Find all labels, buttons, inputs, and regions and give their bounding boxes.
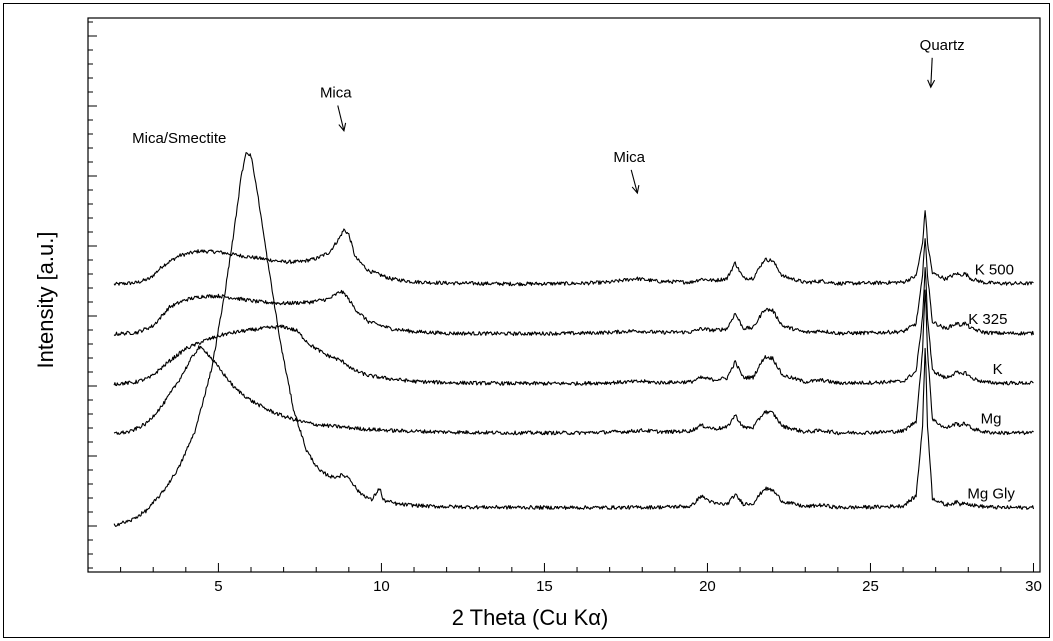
annotation-label: Mica xyxy=(613,149,645,166)
x-tick-label: 20 xyxy=(699,578,716,595)
x-tick-label: 15 xyxy=(536,578,553,595)
series-group: K 500 K 325 K Mg Mg Gly xyxy=(113,152,1035,527)
series-label: K 500 xyxy=(975,261,1014,278)
series-label: Mg xyxy=(981,411,1002,428)
x-axis-title: 2 Theta (Cu Kα) xyxy=(452,605,609,630)
series-line xyxy=(113,266,1034,387)
annotations: Mica/Smectite Mica Mica Quartz xyxy=(132,37,965,195)
annotation-arrowhead xyxy=(338,122,347,132)
annotation-label: Mica/Smectite xyxy=(132,130,226,147)
annotation-arrow xyxy=(630,169,638,194)
x-axis-ticks: 5 10 15 20 25 30 xyxy=(87,563,1042,595)
series-line xyxy=(113,289,1034,436)
y-axis-title: Intensity [a.u.] xyxy=(33,232,58,369)
x-tick-label: 10 xyxy=(373,578,390,595)
x-tick-label: 25 xyxy=(862,578,879,595)
series-line xyxy=(113,152,1035,527)
figure-frame xyxy=(3,3,1050,638)
series-line xyxy=(113,238,1035,337)
series-label: K 325 xyxy=(968,311,1007,328)
plot-area xyxy=(87,17,1041,573)
annotation-arrow xyxy=(930,57,933,88)
annotation-label: Mica xyxy=(320,85,352,102)
annotation-label: Quartz xyxy=(920,37,965,54)
annotation-arrowhead xyxy=(631,185,640,195)
series-label: Mg Gly xyxy=(967,485,1015,502)
annotation-arrowhead xyxy=(927,79,936,89)
x-tick-label: 30 xyxy=(1025,578,1042,595)
y-axis-ticks xyxy=(88,21,97,569)
series-line xyxy=(113,210,1034,287)
annotation-arrow xyxy=(337,105,345,131)
series-label: K xyxy=(993,361,1003,378)
x-tick-label: 5 xyxy=(214,578,222,595)
